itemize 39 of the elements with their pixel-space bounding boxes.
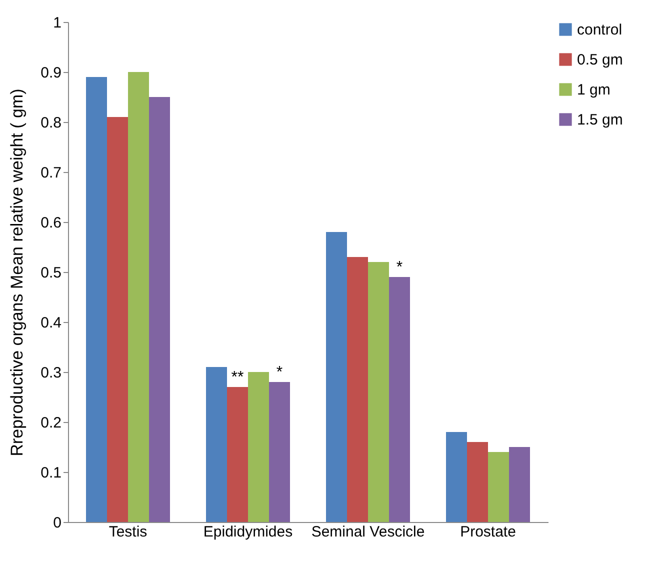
bar [326, 232, 347, 522]
y-tick-label: 1 [53, 14, 62, 32]
legend-label: 0.5 gm [577, 52, 623, 68]
bar [206, 367, 227, 522]
bar [149, 97, 170, 522]
bar [269, 382, 290, 522]
y-tick-label: 0.1 [40, 464, 62, 482]
annotation: * [276, 364, 283, 381]
bar [86, 77, 107, 522]
y-tick-label: 0.2 [40, 414, 62, 432]
bar [509, 447, 530, 522]
y-tick-label: 0.3 [40, 364, 62, 382]
bar [446, 432, 467, 522]
y-tick-label: 0.9 [40, 64, 62, 82]
bar [107, 117, 128, 522]
x-tick-label: Epididymides [203, 524, 293, 540]
annotation: ** [231, 369, 244, 386]
x-tick-label: Seminal Vescicle [311, 524, 425, 540]
x-tick-label: Testis [108, 524, 148, 540]
bar [488, 452, 509, 522]
annotation: * [396, 259, 403, 276]
bar [227, 387, 248, 522]
x-tick-label: Prostate [460, 524, 516, 540]
y-axis-title: Rreproductive organs Mean relative weight ( gm) [8, 88, 27, 456]
legend-label: control [577, 22, 622, 38]
y-tick-label: 0 [53, 514, 62, 532]
bar [128, 72, 149, 522]
y-tick-label: 0.7 [40, 164, 62, 182]
y-tick-label: 0.5 [40, 264, 62, 282]
bar [389, 277, 410, 522]
bar [347, 257, 368, 522]
y-tick-label: 0.4 [40, 314, 62, 332]
legend-label: 1 gm [577, 82, 610, 98]
bar [248, 372, 269, 522]
bar [467, 442, 488, 522]
legend-label: 1.5 gm [577, 112, 623, 128]
y-tick-label: 0.6 [40, 214, 62, 232]
bar [368, 262, 389, 522]
y-tick-label: 0.8 [40, 114, 62, 132]
